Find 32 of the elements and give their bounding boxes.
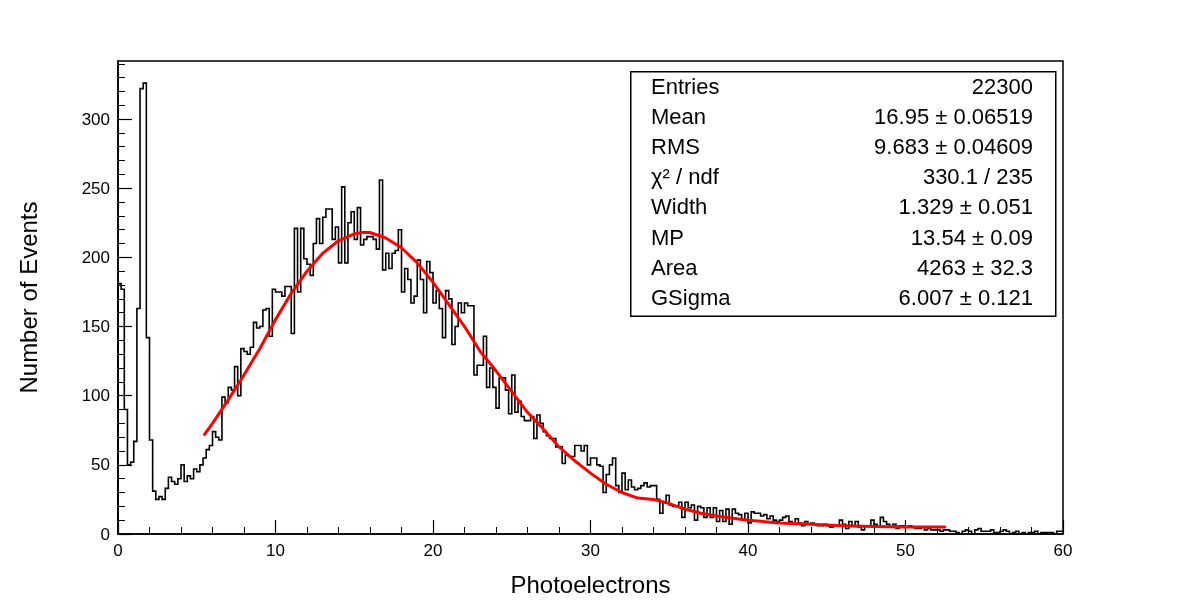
- x-tick-label: 40: [738, 541, 758, 560]
- y-tick-label: 250: [81, 178, 110, 198]
- y-tick-label: 50: [91, 455, 110, 475]
- x-tick-label: 10: [266, 541, 285, 560]
- annotation: Area: [651, 254, 699, 280]
- y-axis-title: Number of Events: [14, 201, 42, 394]
- annotation: 16.95 ± 0.06519: [874, 103, 1034, 129]
- y-tick-label: 100: [81, 386, 110, 406]
- x-tick-label: 30: [581, 541, 600, 560]
- annotation: 4263 ± 32.3: [916, 254, 1033, 280]
- annotation: 6.007 ± 0.121: [898, 284, 1033, 310]
- annotation: 22300: [971, 73, 1034, 99]
- annotation: χ² / ndf: [651, 164, 720, 190]
- y-tick-label: 300: [81, 109, 110, 129]
- y-tick-label: 200: [81, 247, 110, 267]
- annotation: 9.683 ± 0.04609: [874, 133, 1034, 159]
- y-tick-label: 150: [81, 317, 110, 337]
- y-tick-label: 0: [100, 524, 110, 544]
- x-tick-label: 50: [896, 541, 915, 560]
- annotation: 13.54 ± 0.09: [910, 224, 1033, 250]
- x-tick-label: 20: [423, 541, 443, 560]
- annotation: GSigma: [651, 284, 732, 310]
- annotation: Width: [651, 194, 708, 220]
- annotation: Mean: [651, 103, 707, 129]
- x-axis-title: Photoelectrons: [510, 570, 671, 598]
- annotation: RMS: [651, 133, 700, 159]
- annotation: MP: [651, 224, 684, 250]
- x-tick-label: 60: [1053, 541, 1073, 560]
- x-tick-label: 0: [113, 541, 123, 560]
- annotation: 1.329 ± 0.051: [898, 194, 1033, 220]
- annotation: Entries: [651, 73, 720, 99]
- annotation: 330.1 / 235: [922, 164, 1034, 190]
